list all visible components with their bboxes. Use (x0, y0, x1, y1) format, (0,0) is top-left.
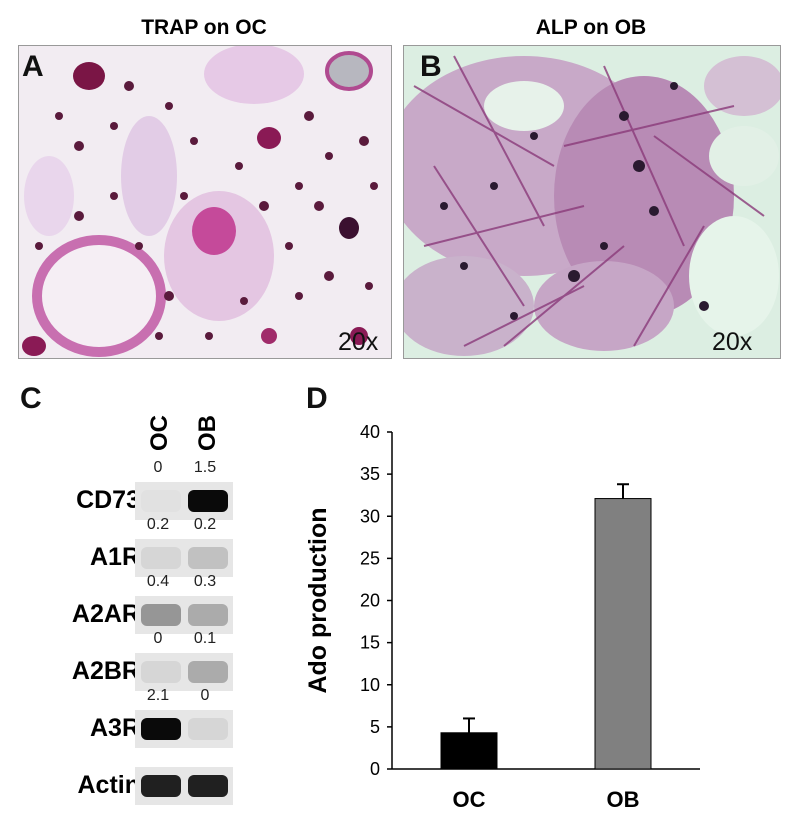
lane-label-oc: OC (146, 406, 173, 456)
blot-band (188, 775, 228, 797)
blot-quant-value: 0 (200, 687, 210, 704)
blot-strip (135, 710, 233, 748)
blot-band (141, 718, 181, 740)
y-axis-label: Ado production (304, 507, 332, 693)
x-tick-label: OB (607, 787, 640, 812)
blot-band (188, 718, 228, 740)
blot-quant-value: 2.1 (146, 687, 170, 704)
y-tick-label: 5 (370, 717, 380, 737)
bar-ob (594, 498, 652, 770)
y-tick-label: 25 (360, 548, 380, 568)
blot-quant-value: 0.2 (146, 516, 170, 533)
blot-strip (135, 767, 233, 805)
blot-band (141, 547, 181, 569)
lane-label-ob-text: OB (194, 415, 221, 451)
blot-quant-value: 0.1 (193, 630, 217, 647)
blot-band (188, 604, 228, 626)
y-tick-label: 35 (360, 464, 380, 484)
y-tick-label: 30 (360, 506, 380, 526)
blot-quant-value: 0.4 (146, 573, 170, 590)
blot-row-label: A2BR (71, 657, 140, 685)
panel-b-letter: B (420, 50, 442, 83)
lane-label-ob: OB (194, 406, 221, 456)
y-tick-label: 15 (360, 633, 380, 653)
panel-d-letter: D (306, 382, 328, 415)
blot-strip (135, 482, 233, 520)
blot-band (188, 490, 228, 512)
bar-oc (440, 732, 498, 770)
x-tick-label: OC (453, 787, 486, 812)
panel-b-title: ALP on OB (535, 16, 647, 39)
blot-row-label: A1R (89, 543, 140, 571)
panel-a-title: TRAP on OC (141, 16, 267, 39)
y-tick-label: 20 (360, 591, 380, 611)
blot-row-label: A2AR (71, 600, 140, 628)
panel-c-letter: C (20, 382, 42, 415)
blot-quant-value: 0 (153, 630, 163, 647)
blot-quant-value: 0.3 (193, 573, 217, 590)
trap-micrograph (18, 45, 392, 359)
blot-band (188, 661, 228, 683)
blot-row-label: Actin (77, 771, 141, 799)
blot-band (141, 775, 181, 797)
blot-row-label: A3R (89, 714, 140, 742)
blot-band (141, 661, 181, 683)
alp-micrograph-image (404, 46, 780, 358)
ado-production-chart: 0 5 10 15 20 25 30 35 40 OC OB Ado production (304, 422, 700, 812)
panel-a-magnification: 20x (338, 328, 379, 356)
trap-micrograph-image (19, 46, 391, 358)
blot-quant-value: 1.5 (193, 459, 217, 476)
blot-band (141, 604, 181, 626)
y-tick-label: 10 (360, 675, 380, 695)
blot-strip (135, 539, 233, 577)
alp-micrograph (403, 45, 781, 359)
blot-row-label: CD73 (76, 486, 140, 514)
lane-label-oc-text: OC (146, 415, 173, 451)
panel-a-letter: A (22, 50, 44, 83)
blot-quant-value: 0 (153, 459, 163, 476)
y-tick-label: 40 (360, 422, 380, 442)
blot-band (188, 547, 228, 569)
y-tick-label: 0 (370, 759, 380, 779)
panel-b-magnification: 20x (712, 328, 753, 356)
blot-strip (135, 653, 233, 691)
blot-band (141, 490, 181, 512)
blot-quant-value: 0.2 (193, 516, 217, 533)
blot-strip (135, 596, 233, 634)
